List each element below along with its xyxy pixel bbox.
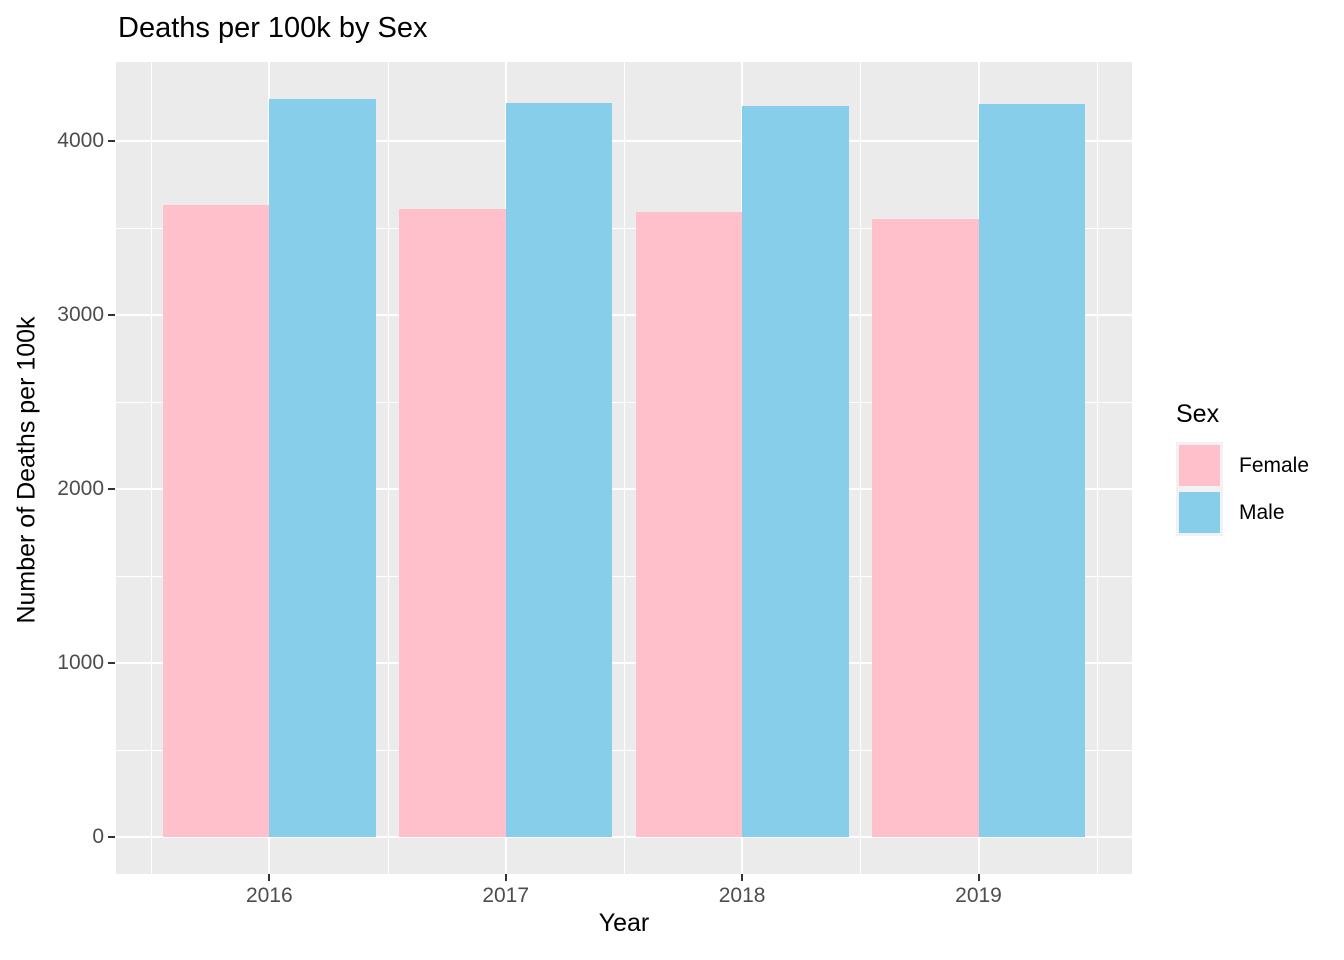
legend-swatch-female: [1179, 445, 1220, 486]
x-tick-mark: [977, 874, 980, 881]
x-minor-gridline: [151, 62, 153, 874]
y-tick-mark: [108, 140, 115, 142]
x-minor-gridline: [623, 62, 625, 874]
legend-label: Female: [1239, 453, 1310, 477]
legend-label: Male: [1239, 500, 1285, 524]
x-tick-label: 2016: [245, 884, 293, 907]
bar-female-2019: [872, 219, 979, 837]
bar-male-2018: [742, 106, 849, 837]
legend-key-female: [1176, 442, 1223, 489]
y-tick-mark: [108, 836, 115, 838]
x-tick-mark: [741, 874, 744, 881]
x-tick-mark: [268, 874, 271, 881]
legend-swatch-male: [1179, 492, 1220, 533]
legend: Sex Female Male: [1176, 399, 1309, 536]
bar-female-2018: [635, 212, 743, 837]
x-minor-gridline: [387, 62, 389, 874]
x-axis-title: Year: [598, 909, 650, 937]
y-major-gridline: [116, 314, 1132, 316]
x-tick-mark: [504, 874, 507, 881]
x-tick-label: 2017: [482, 884, 530, 907]
bar-female-2016: [162, 205, 270, 837]
y-major-gridline: [116, 140, 1132, 142]
y-tick-mark: [108, 488, 115, 490]
x-minor-gridline: [860, 62, 862, 874]
x-tick-label: 2019: [955, 884, 1002, 907]
chart-title: Deaths per 100k by Sex: [118, 12, 428, 44]
legend-item-female: Female: [1176, 442, 1309, 489]
y-tick-label: 1000: [57, 651, 104, 674]
plot-panel: [116, 62, 1132, 874]
bar-male-2019: [978, 104, 1085, 837]
y-major-gridline: [116, 836, 1132, 838]
bar-male-2016: [269, 99, 376, 837]
x-minor-gridline: [1096, 62, 1098, 874]
y-tick-label: 2000: [57, 477, 104, 500]
legend-items: Female Male: [1176, 442, 1309, 536]
legend-item-male: Male: [1176, 489, 1309, 536]
y-axis-title: Number of Deaths per 100k: [12, 316, 41, 624]
legend-key-male: [1176, 489, 1223, 536]
bar-female-2017: [399, 208, 506, 837]
y-tick-label: 3000: [57, 303, 104, 326]
bar-male-2017: [505, 102, 613, 837]
y-major-gridline: [116, 488, 1132, 490]
x-tick-label: 2018: [718, 884, 766, 907]
y-tick-mark: [108, 314, 115, 316]
y-tick-label: 4000: [57, 129, 104, 152]
y-tick-mark: [108, 662, 115, 664]
y-major-gridline: [116, 662, 1132, 664]
legend-title: Sex: [1176, 400, 1220, 428]
y-tick-label: 0: [92, 825, 104, 848]
